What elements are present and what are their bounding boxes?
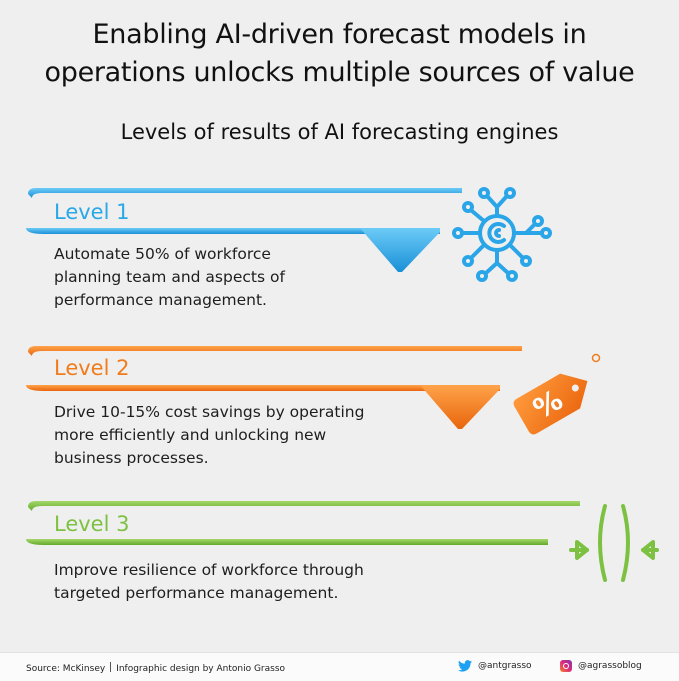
title-line-1: Enabling AI-driven forecast models in <box>92 19 587 50</box>
level-1-desc-line-1: Automate 50% of workforce <box>54 245 271 263</box>
instagram-handle-text: @agrassoblog <box>578 661 642 671</box>
footer-credits: Source: McKinsey Infographic design by An… <box>26 662 285 674</box>
footer: Source: McKinsey Infographic design by An… <box>0 652 679 681</box>
level-3-desc-line-2: targeted performance management. <box>54 584 339 602</box>
level-2-band <box>26 346 522 429</box>
level-2-label: Level 2 <box>54 356 130 380</box>
level-1-band <box>26 188 462 272</box>
ai-circuit-icon <box>452 187 552 282</box>
instagram-handle[interactable]: @agrassoblog <box>560 660 642 672</box>
page-title: Enabling AI-driven forecast models in op… <box>0 16 679 92</box>
level-1-desc-line-2: planning team and aspects of <box>54 268 285 286</box>
page-subtitle: Levels of results of AI forecasting engi… <box>120 120 559 144</box>
level-1-description: Automate 50% of workforce planning team … <box>54 243 434 312</box>
twitter-handle[interactable]: @antgrasso <box>458 660 532 672</box>
level-2-desc-line-3: business processes. <box>54 449 209 467</box>
level-3-description: Improve resilience of workforce through … <box>54 559 454 605</box>
level-1-label: Level 1 <box>54 200 130 224</box>
source-text: Source: McKinsey <box>26 664 106 674</box>
level-3-label: Level 3 <box>54 512 130 536</box>
level-3-desc-line-1: Improve resilience of workforce through <box>54 561 364 579</box>
level-3-band <box>26 501 580 545</box>
divider <box>110 662 112 672</box>
compress-arrows-icon <box>569 504 659 582</box>
level-1-desc-line-3: performance management. <box>54 291 267 309</box>
level-2-desc-line-1: Drive 10-15% cost savings by operating <box>54 403 365 421</box>
level-2-description: Drive 10-15% cost savings by operating m… <box>54 401 454 470</box>
instagram-icon <box>560 660 572 672</box>
credit-text: Infographic design by Antonio Grasso <box>116 664 286 674</box>
level-2-desc-line-2: more efficiently and unlocking new <box>54 426 327 444</box>
percent-tag-icon: % <box>513 353 601 435</box>
twitter-handle-text: @antgrasso <box>478 661 532 671</box>
title-line-2: operations unlocks multiple sources of v… <box>44 57 635 88</box>
twitter-icon <box>458 660 472 672</box>
